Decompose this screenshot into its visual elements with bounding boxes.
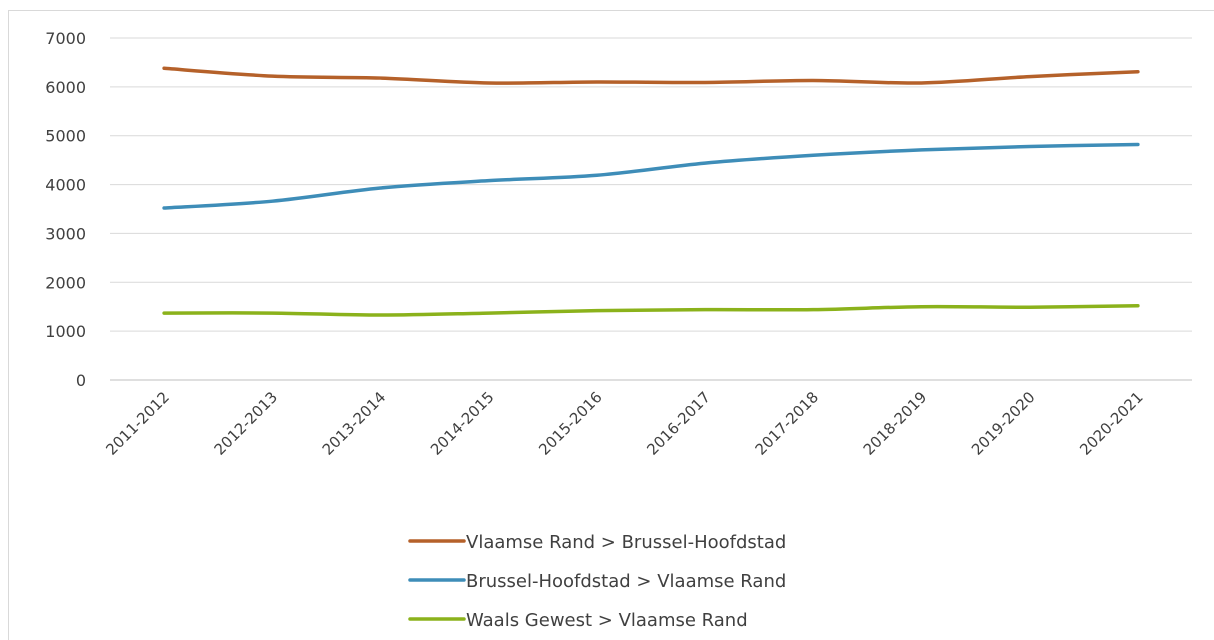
y-tick-label: 3000 [45,224,86,243]
y-axis-tick-labels: 0 1000 2000 3000 4000 5000 6000 7000 [45,29,86,390]
x-tick-label: 2014-2015 [427,388,498,459]
x-tick-label: 2020-2021 [1076,388,1147,459]
legend: Vlaamse Rand > Brussel-Hoofdstad Brussel-… [408,532,786,630]
x-tick-label: 2016-2017 [643,388,714,459]
y-tick-label: 1000 [45,322,86,341]
legend-item: Vlaamse Rand > Brussel-Hoofdstad [408,532,786,553]
legend-label: Brussel-Hoofdstad > Vlaamse Rand [466,571,786,592]
x-tick-label: 2019-2020 [968,388,1039,459]
x-tick-label: 2017-2018 [752,388,823,459]
x-tick-label: 2015-2016 [535,388,606,459]
series-line-3 [162,303,1140,317]
y-tick-label: 5000 [45,127,86,146]
x-tick-label: 2018-2019 [860,388,931,459]
y-tick-label: 6000 [45,78,86,97]
x-tick-label: 2011-2012 [102,388,173,459]
y-tick-label: 4000 [45,176,86,195]
legend-item: Brussel-Hoofdstad > Vlaamse Rand [408,571,786,592]
series-line-1 [162,66,1140,85]
y-tick-label: 0 [76,371,86,390]
y-tick-label: 2000 [45,273,86,292]
x-tick-label: 2013-2014 [319,388,390,459]
gridlines [110,37,1192,381]
x-axis-tick-labels: 2011-2012 2012-2013 2013-2014 2014-2015 2015… [102,388,1146,459]
x-tick-label: 2012-2013 [211,388,282,459]
series-lines [162,66,1140,317]
chart-frame [8,10,1214,640]
legend-label: Vlaamse Rand > Brussel-Hoofdstad [466,532,786,553]
y-tick-label: 7000 [45,29,86,48]
series-line-2 [162,142,1140,210]
legend-item: Waals Gewest > Vlaamse Rand [408,610,748,630]
legend-label: Waals Gewest > Vlaamse Rand [466,610,748,630]
